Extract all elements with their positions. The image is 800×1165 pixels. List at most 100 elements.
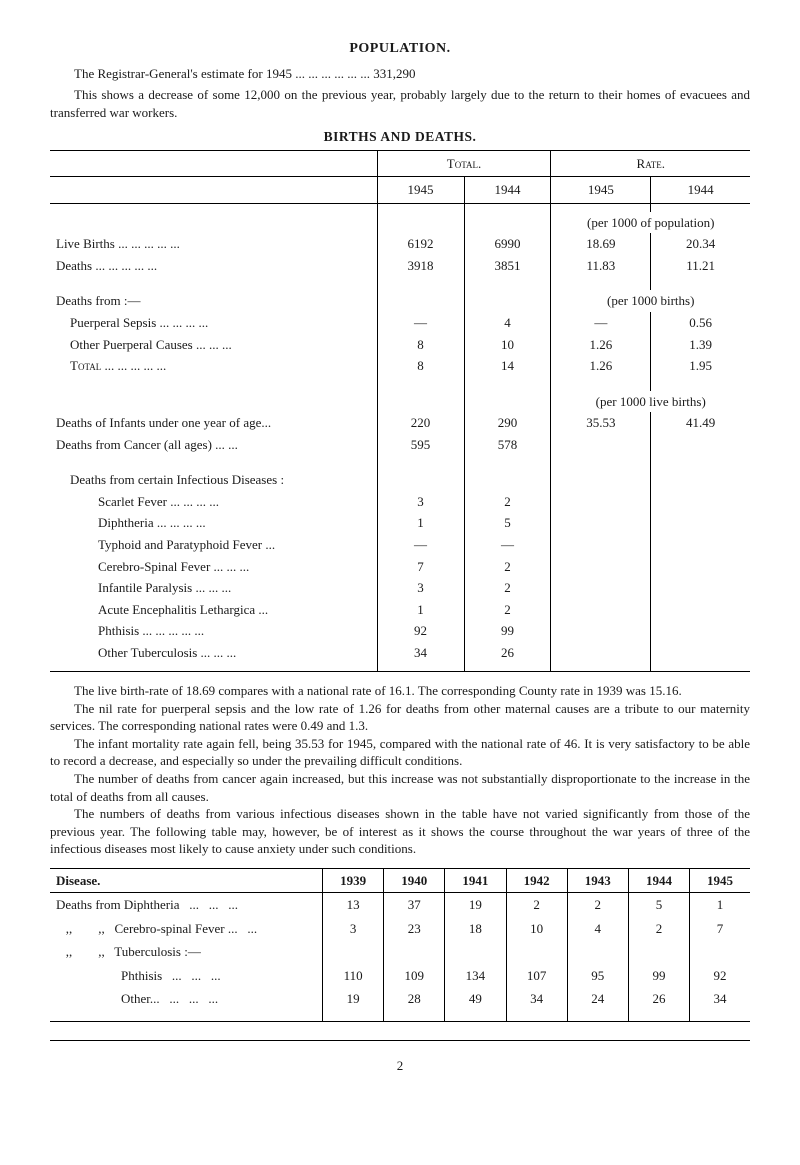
t2-cell: 5 [628,893,689,917]
t1-cell: 595 [377,434,464,456]
t2-year: 1945 [690,868,750,893]
page-number: 2 [50,1057,750,1075]
t1-cell: 1 [377,512,464,534]
t1-cell: 34 [377,642,464,664]
t1-inf-header: Deaths from certain Infectious Diseases … [50,469,377,491]
t1-cell: 4 [464,312,551,334]
table1-title: BIRTHS AND DEATHS. [50,128,750,146]
t1-cell: 11.21 [651,255,750,277]
t1-cell: 7 [377,556,464,578]
t2-cell [567,940,628,964]
t2-cell [445,940,506,964]
t1-row-label: Deaths of Infants under one year of age.… [50,412,377,434]
t2-cell: 109 [384,964,445,988]
t2-cell [628,940,689,964]
t1-cell: 3 [377,491,464,513]
t1-cell: 2 [464,599,551,621]
t2-cell: 13 [323,893,384,917]
t1-cell: 290 [464,412,551,434]
t1-cell: 3 [377,577,464,599]
t2-cell: 49 [445,987,506,1011]
t2-cell [506,940,567,964]
t1-row-label: Acute Encephalitis Lethargica ... [50,599,377,621]
t1-cell: 6990 [464,233,551,255]
t2-year: 1940 [384,868,445,893]
t1-cell: 5 [464,512,551,534]
t1-cell: 8 [377,334,464,356]
t2-cell: 92 [690,964,750,988]
t1-cell: 20.34 [651,233,750,255]
t1-per1000live: (per 1000 live births) [551,391,750,413]
para: The infant mortality rate again fell, be… [50,735,750,770]
t2-year: 1944 [628,868,689,893]
t1-row-label: Puerperal Sepsis ... ... ... ... [50,312,377,334]
t1-cell: — [464,534,551,556]
para: The live birth-rate of 18.69 compares wi… [50,682,750,700]
t2-cell: 95 [567,964,628,988]
t1-row-label: Other Puerperal Causes ... ... ... [50,334,377,356]
t1-row-label: Typhoid and Paratyphoid Fever ... [50,534,377,556]
t2-row-label: ,, ,, Tuberculosis :— [50,940,323,964]
t1-row-label: Diphtheria ... ... ... ... [50,512,377,534]
t2-cell: 18 [445,917,506,941]
t1-row-label: Deaths ... ... ... ... ... [50,255,377,277]
para: The nil rate for puerperal sepsis and th… [50,700,750,735]
t1-cell [551,434,651,456]
t1-cell: 35.53 [551,412,651,434]
t1-row-label: Cerebro-Spinal Fever ... ... ... [50,556,377,578]
t2-row-label: ,, ,, Cerebro-spinal Fever ... ... [50,917,323,941]
t2-cell: 1 [690,893,750,917]
t1-year: 1944 [651,177,750,204]
t1-year: 1945 [551,177,651,204]
t1-cell: 1.95 [651,355,750,377]
para: The numbers of deaths from various infec… [50,805,750,858]
t2-disease-head: Disease. [50,868,323,893]
t1-year: 1945 [377,177,464,204]
t2-cell [690,940,750,964]
t1-row-label: Total ... ... ... ... ... [50,355,377,377]
t2-cell: 99 [628,964,689,988]
t1-per1000births: (per 1000 births) [551,290,750,312]
t2-cell: 4 [567,917,628,941]
t2-cell: 19 [445,893,506,917]
t1-cell: 2 [464,491,551,513]
t2-cell: 10 [506,917,567,941]
t1-cell: 578 [464,434,551,456]
t1-rate-head: Rate. [551,150,750,177]
t2-year: 1943 [567,868,628,893]
t2-cell: 2 [567,893,628,917]
t2-year: 1941 [445,868,506,893]
t2-cell: 34 [690,987,750,1011]
t1-year: 1944 [464,177,551,204]
body-paragraphs: The live birth-rate of 18.69 compares wi… [50,682,750,857]
t1-cell: 1.26 [551,355,651,377]
t1-cell: 220 [377,412,464,434]
t1-cell: 1.39 [651,334,750,356]
t2-cell: 34 [506,987,567,1011]
t2-cell [323,940,384,964]
t1-cell: 92 [377,620,464,642]
t2-cell: 19 [323,987,384,1011]
t2-cell: 28 [384,987,445,1011]
t1-cell: — [377,312,464,334]
disease-years-table: Disease. 1939 1940 1941 1942 1943 1944 1… [50,868,750,1022]
t1-cell: — [377,534,464,556]
t1-cell: 1.26 [551,334,651,356]
para: The number of deaths from cancer again i… [50,770,750,805]
t2-year: 1942 [506,868,567,893]
t1-cell: 8 [377,355,464,377]
t1-cell: 26 [464,642,551,664]
t1-cell: 3851 [464,255,551,277]
t1-deaths-from: Deaths from :— [50,290,377,312]
t1-cell: 11.83 [551,255,651,277]
t1-cell: 2 [464,556,551,578]
t1-cell: 10 [464,334,551,356]
intro-line-1: The Registrar-General's estimate for 194… [50,65,750,83]
t1-row-label: Scarlet Fever ... ... ... ... [50,491,377,513]
t1-cell: 41.49 [651,412,750,434]
t2-cell: 110 [323,964,384,988]
t1-cell: 0.56 [651,312,750,334]
section-title: POPULATION. [50,40,750,59]
t1-cell: 2 [464,577,551,599]
t2-cell: 134 [445,964,506,988]
